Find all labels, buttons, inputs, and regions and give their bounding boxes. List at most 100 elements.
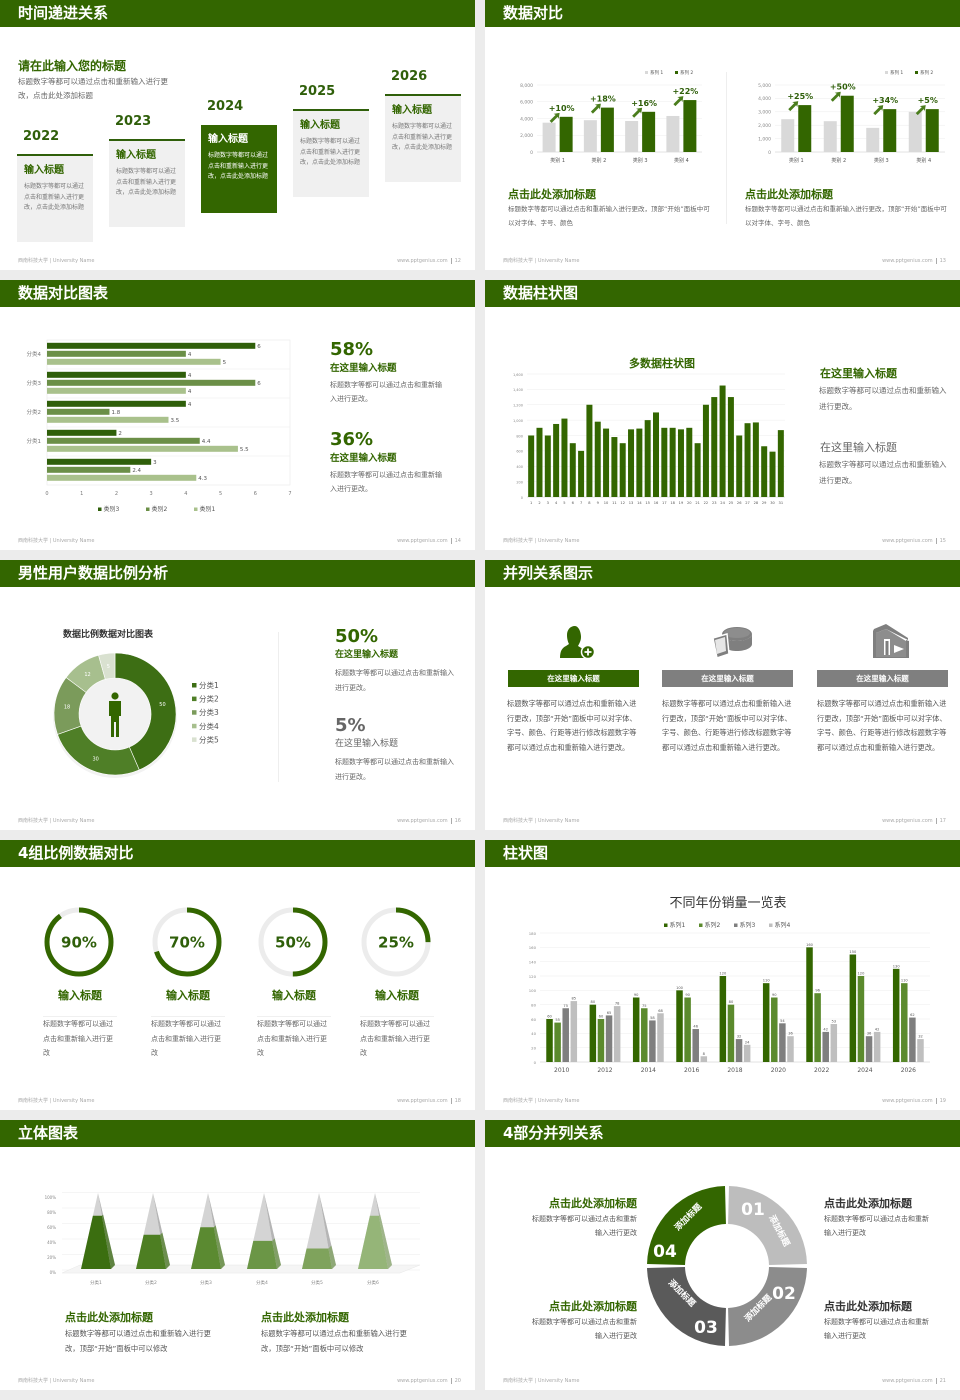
pyramid-fill-side (272, 1238, 281, 1269)
x-tick-label: 分类5 (311, 1279, 323, 1286)
bar (632, 997, 640, 1062)
card-title: 输入标题 (300, 120, 340, 131)
data-label: 42 (823, 1027, 828, 1031)
data-label: 6 (257, 381, 261, 387)
footer-org: 西南科技大学 | University Name (18, 538, 95, 544)
x-tick-label: 类别 2 (831, 157, 846, 164)
growth-label: +16% (631, 99, 657, 108)
bar (47, 416, 169, 423)
x-tick-label: 29 (762, 501, 767, 505)
x-tick-label: 类别 1 (550, 157, 565, 164)
footer-site: www.pptgenius.com (397, 538, 448, 544)
page-number: 21 (935, 1378, 946, 1384)
y-tick-label: 0 (768, 150, 771, 156)
item-title-bar[interactable]: 在这里输入标题 (508, 670, 639, 687)
ring-segment[interactable] (728, 1186, 807, 1265)
ring-segment[interactable] (647, 1186, 726, 1265)
data-label: 96 (815, 989, 820, 993)
x-tick-label: 类别 3 (874, 157, 889, 164)
bar (611, 437, 618, 497)
timeline-card[interactable]: 输入标题 标题数字等都可以通过点击和重新输入进行更改，点击此处添加标题 (293, 109, 369, 197)
footer-right: www.pptgenius.com 19 (882, 1098, 946, 1104)
ring-progress (361, 907, 431, 977)
timeline-card[interactable]: 输入标题 标题数字等都可以通过点击和重新输入进行更改，点击此处添加标题 (385, 94, 461, 182)
timeline-year: 2022 (23, 129, 60, 144)
bar (546, 1019, 553, 1062)
bar (727, 397, 734, 497)
x-tick-label: 7 (288, 491, 291, 497)
item-heading: 在这里输入标题 (820, 367, 897, 380)
data-label: 3 (153, 460, 157, 466)
slide-header: 数据对比 (485, 0, 960, 27)
bar (908, 111, 922, 152)
bar (787, 1036, 794, 1062)
y-tick-label: 5,000 (758, 83, 771, 89)
footer-org: 西南科技大学 | University Name (503, 1378, 580, 1384)
pyramid-fill (136, 1234, 166, 1269)
y-tick-label: 180 (529, 931, 537, 936)
x-tick-label: 分类2 (145, 1279, 157, 1286)
bar (769, 451, 776, 497)
bar (719, 976, 727, 1062)
data-label: 120 (858, 972, 866, 976)
timeline-card[interactable]: 输入标题 标题数字等都可以通过点击和重新输入进行更改，点击此处添加标题 (17, 154, 93, 242)
card-text: 标题数字等都可以通过点击和重新输入进行更改，点击此处添加标题 (24, 183, 85, 211)
bar (578, 450, 585, 497)
bar (642, 111, 656, 152)
bar (677, 429, 684, 497)
slide-data-compare: 数据对比 0 2,000 4,000 6,000 8,000 类别 1 类别 2 类别 3 类别… (485, 0, 960, 270)
timeline-card[interactable]: 输入标题 标题数字等都可以通过点击和重新输入进行更改，点击此处添加标题 (109, 139, 185, 227)
bar (636, 428, 643, 497)
y-tick-label: 160 (529, 945, 537, 950)
y-tick-label: 1,400 (513, 388, 523, 392)
bar (47, 379, 256, 386)
x-tick-label: 31 (779, 501, 784, 505)
footer-site: www.pptgenius.com (882, 258, 933, 264)
data-label: 50 (159, 702, 165, 708)
x-tick-label: 26 (737, 501, 742, 505)
data-label: 36 (788, 1032, 793, 1036)
ring-segment[interactable] (647, 1267, 726, 1346)
data-label: 4.4 (202, 439, 211, 445)
y-tick-label: 1,000 (758, 136, 771, 142)
bar (892, 968, 900, 1062)
y-tick-label: 6,000 (520, 100, 533, 106)
block-text: 标题数字等都可以通过点击和重新输入进行更改，顶部“开始”面板中可以对字体、字号、… (508, 205, 710, 227)
legend-swatch (194, 507, 198, 511)
slide-title: 数据对比图表 (18, 284, 109, 302)
bar (553, 423, 560, 497)
data-label: 58 (650, 1016, 655, 1020)
growth-label: +50% (830, 83, 856, 92)
data-label: 54 (780, 1019, 785, 1023)
legend-swatch (769, 923, 773, 927)
x-tick-label: 17 (662, 501, 667, 505)
growth-arrow-icon (632, 107, 643, 118)
bar (47, 458, 152, 465)
bar (47, 342, 256, 349)
card-text: 标题数字等都可以通过点击和重新输入进行更改，点击此处添加标题 (208, 152, 269, 180)
ring-text: 标题数字等都可以通过点击和重新输入进行更改 (360, 1016, 434, 1061)
stat-text: 标题数字等都可以通过点击和重新输入进行更改。 (330, 471, 442, 493)
data-label: 4 (188, 352, 192, 358)
ring-segment[interactable] (728, 1267, 807, 1346)
data-label: 4.3 (198, 476, 207, 482)
data-label: 90 (772, 993, 777, 997)
x-tick-label: 25 (729, 501, 734, 505)
block-text: 标题数字等都可以通过点击和重新输入进行更改 (532, 1215, 637, 1237)
legend-swatch (192, 710, 197, 715)
timeline-desc: 标题数字等都可以通过点击和重新输入进行更改，点击此处添加标题 (18, 77, 168, 100)
bar (561, 418, 568, 497)
bar (711, 397, 718, 497)
growth-label: +18% (590, 95, 616, 104)
x-tick-label: 类别 3 (633, 157, 648, 164)
data-label: 110 (901, 979, 909, 983)
growth-arrow-icon (788, 101, 799, 112)
bar (814, 993, 821, 1062)
item-title-bar[interactable]: 在这里输入标题 (817, 670, 948, 687)
stat-value: 36% (330, 429, 374, 450)
timeline-card-highlighted[interactable]: 输入标题 标题数字等都可以通过点击和重新输入进行更改，点击此处添加标题 (201, 125, 277, 213)
data-label: 3.5 (171, 418, 180, 424)
x-tick-label: 分类1 (90, 1279, 102, 1286)
item-title-bar[interactable]: 在这里输入标题 (662, 670, 793, 687)
x-tick-label: 18 (670, 501, 675, 505)
